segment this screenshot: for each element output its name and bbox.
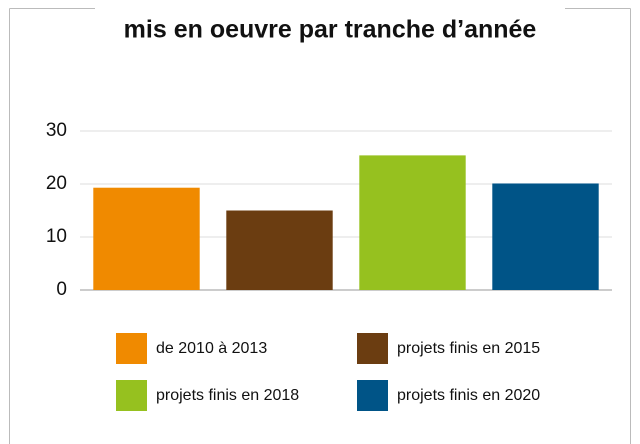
legend-label: projets finis en 2020 [397,387,540,404]
chart-title: mis en oeuvre par tranche d’année [124,16,537,44]
bar [93,187,200,290]
legend-swatch [357,333,388,364]
legend-label: de 2010 à 2013 [156,340,267,357]
bar [226,210,333,290]
bar [492,183,599,290]
y-tick-label: 0 [56,279,67,300]
y-tick-label: 20 [46,173,67,194]
legend-label: projets finis en 2015 [397,340,540,357]
bar [359,155,466,290]
legend-swatch [116,380,147,411]
y-tick-label: 10 [46,226,67,247]
legend-swatch [357,380,388,411]
y-tick-label: 30 [46,120,67,141]
legend-label: projets finis en 2018 [156,387,299,404]
legend-swatch [116,333,147,364]
